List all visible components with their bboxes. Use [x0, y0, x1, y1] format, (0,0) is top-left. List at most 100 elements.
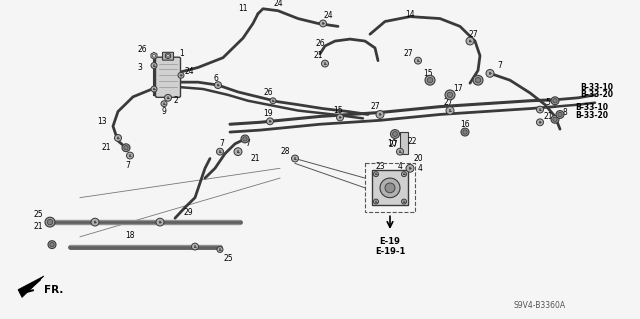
Text: FR.: FR. — [44, 285, 64, 295]
Polygon shape — [165, 53, 171, 59]
Text: 29: 29 — [183, 208, 193, 217]
Circle shape — [473, 75, 483, 85]
Text: 21: 21 — [33, 221, 43, 231]
Circle shape — [216, 148, 223, 155]
Circle shape — [486, 70, 494, 77]
Text: 21: 21 — [250, 154, 260, 163]
Text: 25: 25 — [33, 210, 43, 219]
Circle shape — [553, 99, 557, 103]
Circle shape — [127, 152, 134, 159]
Circle shape — [390, 130, 399, 138]
Circle shape — [425, 75, 435, 85]
Circle shape — [151, 63, 157, 69]
Circle shape — [556, 111, 564, 118]
Text: 3: 3 — [138, 63, 143, 72]
Text: S9V4-B3360A: S9V4-B3360A — [514, 301, 566, 310]
FancyBboxPatch shape — [163, 52, 173, 60]
Circle shape — [536, 106, 543, 113]
Circle shape — [397, 148, 403, 155]
Circle shape — [385, 183, 395, 193]
Circle shape — [124, 145, 128, 150]
Circle shape — [266, 118, 273, 125]
Circle shape — [446, 107, 454, 115]
Circle shape — [164, 94, 172, 101]
Bar — [365, 163, 415, 212]
Text: 27: 27 — [370, 102, 380, 111]
Bar — [400, 132, 408, 154]
Circle shape — [447, 92, 452, 98]
Circle shape — [466, 37, 474, 45]
Text: E-19-1: E-19-1 — [375, 247, 405, 256]
Circle shape — [152, 54, 156, 57]
Circle shape — [374, 199, 378, 204]
Circle shape — [463, 130, 467, 134]
Circle shape — [47, 219, 52, 225]
Circle shape — [536, 119, 543, 126]
Text: E-19: E-19 — [380, 237, 401, 246]
Circle shape — [161, 101, 167, 107]
Text: 27: 27 — [388, 140, 398, 149]
Text: 26: 26 — [137, 45, 147, 54]
Circle shape — [321, 60, 328, 67]
Circle shape — [558, 112, 562, 117]
Text: 21: 21 — [101, 143, 111, 152]
Text: 5: 5 — [545, 98, 550, 107]
Circle shape — [234, 148, 242, 156]
Circle shape — [178, 72, 184, 78]
Text: 13: 13 — [97, 117, 107, 126]
Text: B-33-20: B-33-20 — [580, 90, 613, 100]
Circle shape — [91, 218, 99, 226]
Text: 2: 2 — [173, 96, 179, 105]
Text: 27: 27 — [403, 49, 413, 58]
FancyArrowPatch shape — [26, 280, 40, 292]
Circle shape — [337, 114, 344, 121]
Text: 1: 1 — [180, 49, 184, 58]
Circle shape — [415, 57, 422, 64]
Circle shape — [243, 137, 247, 141]
Circle shape — [553, 117, 557, 122]
Circle shape — [50, 242, 54, 247]
Polygon shape — [18, 276, 44, 298]
Polygon shape — [372, 170, 408, 205]
Text: 11: 11 — [238, 4, 248, 13]
Text: 15: 15 — [333, 106, 343, 115]
Text: 28: 28 — [280, 147, 290, 156]
Text: 9: 9 — [161, 107, 166, 116]
Circle shape — [151, 86, 157, 92]
Circle shape — [406, 164, 414, 172]
Text: 7: 7 — [125, 161, 131, 170]
Circle shape — [217, 247, 223, 252]
Circle shape — [380, 178, 400, 198]
Circle shape — [291, 155, 298, 162]
Circle shape — [374, 172, 378, 177]
Circle shape — [270, 98, 276, 104]
Text: 26: 26 — [315, 40, 325, 48]
Text: 20: 20 — [413, 154, 423, 163]
Polygon shape — [151, 52, 157, 59]
Text: 7: 7 — [497, 61, 502, 70]
Text: 4: 4 — [417, 164, 422, 173]
Circle shape — [445, 90, 455, 100]
Text: 15: 15 — [423, 69, 433, 78]
Text: 24: 24 — [184, 67, 194, 76]
Text: 16: 16 — [460, 120, 470, 129]
Text: 25: 25 — [223, 254, 233, 263]
Text: 7: 7 — [220, 139, 225, 148]
Text: 4: 4 — [397, 162, 403, 171]
Circle shape — [122, 144, 130, 152]
Circle shape — [214, 82, 221, 89]
Text: 10: 10 — [387, 139, 397, 148]
Circle shape — [401, 199, 406, 204]
Circle shape — [115, 135, 122, 141]
Text: 27: 27 — [443, 98, 453, 107]
Circle shape — [428, 78, 433, 83]
Circle shape — [45, 217, 55, 227]
Circle shape — [461, 128, 469, 136]
Circle shape — [241, 135, 249, 143]
Circle shape — [319, 20, 326, 27]
Text: 6: 6 — [214, 74, 218, 83]
Text: 8: 8 — [563, 108, 568, 117]
Text: B-33-10: B-33-10 — [580, 83, 613, 92]
Text: 24: 24 — [273, 0, 283, 8]
Circle shape — [376, 111, 384, 118]
